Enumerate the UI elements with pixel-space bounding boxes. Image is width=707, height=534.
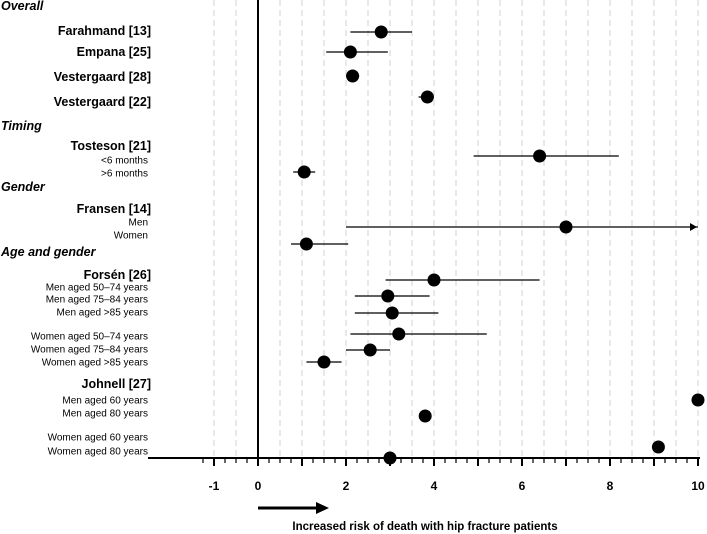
tick-label: 10 bbox=[691, 479, 705, 493]
estimate-point bbox=[691, 393, 705, 407]
estimate-point bbox=[392, 327, 406, 341]
subgroup-label: Women aged 80 years bbox=[48, 447, 148, 458]
estimate-point bbox=[374, 25, 388, 39]
estimate-point bbox=[420, 90, 434, 104]
estimate-point bbox=[385, 306, 399, 320]
study-label: Vestergaard [28] bbox=[54, 70, 151, 84]
section-label: Timing bbox=[1, 119, 42, 133]
estimate-point bbox=[651, 440, 665, 454]
subgroup-label: >6 months bbox=[101, 169, 148, 180]
estimate-marks bbox=[291, 25, 705, 465]
estimate-point bbox=[317, 355, 331, 369]
estimate-point bbox=[346, 69, 360, 83]
tick-label: 0 bbox=[255, 479, 262, 493]
ci-arrow bbox=[690, 223, 697, 231]
subgroup-label: <6 months bbox=[101, 156, 148, 167]
tick-label: 2 bbox=[343, 479, 350, 493]
section-label: Age and gender bbox=[0, 245, 97, 259]
estimate-point bbox=[299, 237, 313, 251]
section-label: Gender bbox=[1, 180, 46, 194]
subgroup-label: Women bbox=[114, 231, 148, 242]
tick-label: 4 bbox=[431, 479, 438, 493]
subgroup-label: Men aged 75–84 years bbox=[46, 295, 148, 306]
subgroup-label: Women aged 60 years bbox=[48, 433, 148, 444]
subgroup-label: Women aged >85 years bbox=[42, 358, 148, 369]
estimate-point bbox=[343, 45, 357, 59]
subgroup-label: Men aged 50–74 years bbox=[46, 283, 148, 294]
estimate-point bbox=[427, 273, 441, 287]
study-label: Tosteson [21] bbox=[71, 139, 151, 153]
direction-arrow bbox=[258, 502, 329, 514]
study-label: Forsén [26] bbox=[84, 268, 151, 282]
subgroup-label: Men aged 80 years bbox=[62, 409, 148, 420]
estimate-point bbox=[418, 409, 432, 423]
x-axis-label: Increased risk of death with hip fractur… bbox=[292, 521, 557, 533]
grid-lines bbox=[213, 0, 699, 458]
study-label: Empana [25] bbox=[77, 45, 151, 59]
row-labels: Overall Farahmand [13] Empana [25] Vesterga… bbox=[0, 0, 151, 458]
subgroup-label: Men bbox=[129, 218, 148, 229]
estimate-point bbox=[533, 149, 547, 163]
subgroup-label: Women aged 50–74 years bbox=[31, 332, 148, 343]
estimate-point bbox=[559, 220, 573, 234]
section-label: Overall bbox=[1, 0, 44, 13]
tick-label: 8 bbox=[607, 479, 614, 493]
estimate-point bbox=[363, 343, 377, 357]
estimate-point bbox=[297, 165, 311, 179]
study-label: Vestergaard [22] bbox=[54, 95, 151, 109]
subgroup-label: Women aged 75–84 years bbox=[31, 345, 148, 356]
study-label: Fransen [14] bbox=[77, 202, 151, 216]
subgroup-label: Men aged >85 years bbox=[57, 308, 148, 319]
subgroup-label: Men aged 60 years bbox=[62, 396, 148, 407]
study-label: Johnell [27] bbox=[82, 377, 151, 391]
tick-label: 6 bbox=[519, 479, 526, 493]
study-label: Farahmand [13] bbox=[58, 24, 151, 38]
estimate-point bbox=[381, 289, 395, 303]
x-axis: -1 0 2 4 6 8 10 bbox=[148, 457, 705, 493]
tick-label: -1 bbox=[209, 479, 220, 493]
